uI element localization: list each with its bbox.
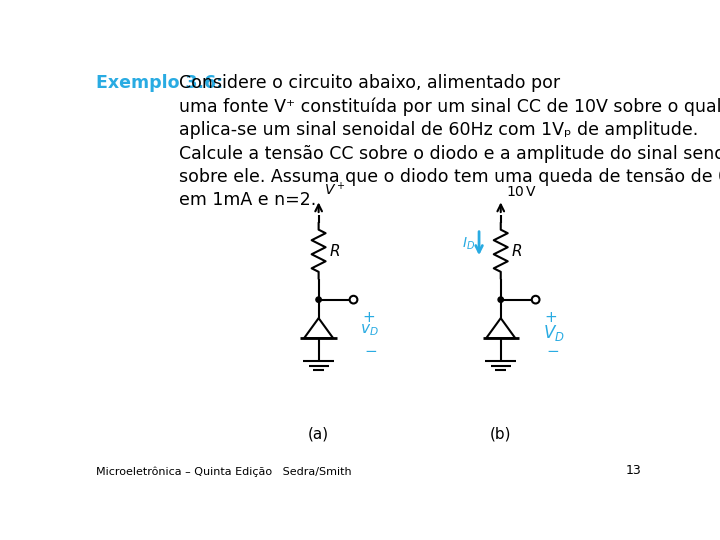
Text: $I_D$: $I_D$ — [462, 235, 475, 252]
Text: +: + — [544, 310, 557, 326]
Text: Exemplo 3.6:: Exemplo 3.6: — [96, 74, 223, 92]
Text: (a): (a) — [308, 427, 329, 442]
Text: +: + — [362, 310, 375, 326]
Text: $R$: $R$ — [329, 243, 340, 259]
Text: $V_D$: $V_D$ — [543, 323, 564, 343]
Text: $10\,\mathrm{V}$: $10\,\mathrm{V}$ — [506, 185, 537, 199]
Circle shape — [498, 297, 503, 302]
Text: Considere o circuito abaixo, alimentado por
uma fonte V⁺ constituída por um sina: Considere o circuito abaixo, alimentado … — [179, 74, 720, 210]
Text: 13: 13 — [626, 464, 642, 477]
Text: −: − — [364, 345, 377, 359]
Text: −: − — [546, 345, 559, 359]
Circle shape — [316, 297, 321, 302]
Text: (b): (b) — [490, 427, 511, 442]
Text: Microeletrônica – Quinta Edição   Sedra/Smith: Microeletrônica – Quinta Edição Sedra/Sm… — [96, 466, 352, 477]
Text: $V^+$: $V^+$ — [324, 181, 346, 199]
Text: $R$: $R$ — [510, 243, 522, 259]
Text: $v_D$: $v_D$ — [361, 323, 379, 339]
